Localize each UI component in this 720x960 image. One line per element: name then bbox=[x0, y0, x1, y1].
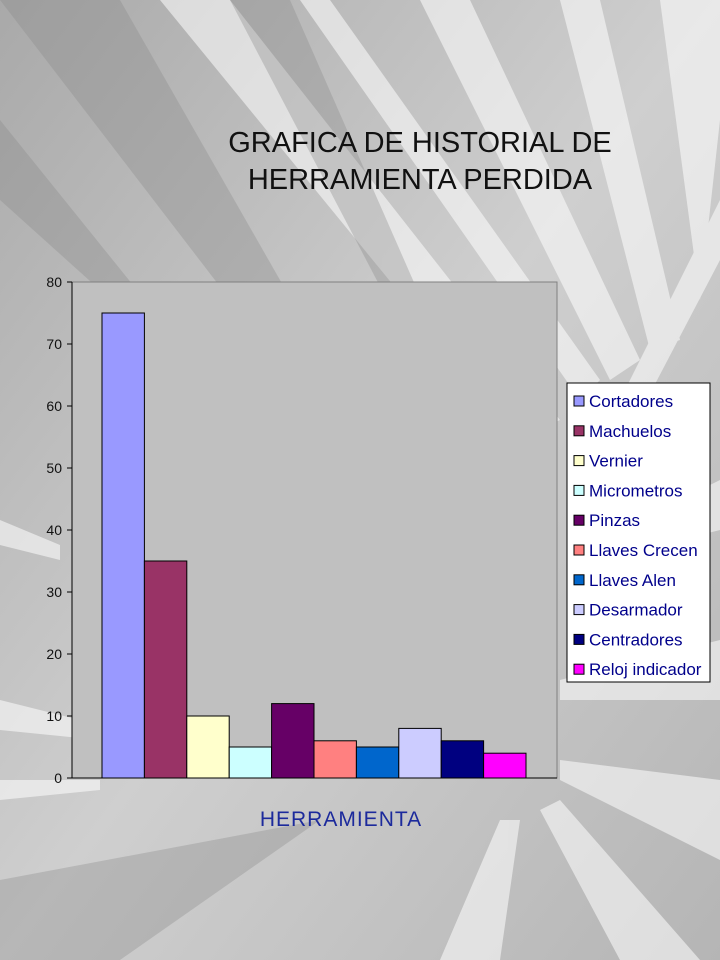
bar-vernier bbox=[186, 715, 230, 779]
y-tick-label: 50 bbox=[46, 460, 62, 476]
bar-reloj-indicador bbox=[483, 752, 527, 779]
bar-cortadores bbox=[101, 312, 145, 779]
bar-machuelos bbox=[143, 560, 188, 779]
legend-swatch bbox=[573, 484, 585, 496]
legend-swatch bbox=[573, 574, 585, 586]
legend-label: Desarmador bbox=[589, 601, 683, 620]
bar-pinzas bbox=[271, 703, 315, 779]
legend-label: Llaves Crecen bbox=[589, 541, 698, 560]
legend: Cortadores Machuelos Vernier Micrometros Pin… bbox=[566, 382, 711, 683]
y-tick-label: 70 bbox=[46, 336, 62, 352]
legend-swatch bbox=[573, 633, 585, 645]
legend-swatch bbox=[573, 455, 585, 467]
bar-micrometros bbox=[228, 746, 273, 779]
bar-llaves-crecen bbox=[313, 740, 357, 779]
legend-swatch bbox=[573, 604, 585, 616]
y-tick-label: 40 bbox=[46, 522, 62, 538]
slide-title: GRAFICA DE HISTORIAL DE HERRAMIENTA PERD… bbox=[150, 125, 690, 199]
legend-label: Machuelos bbox=[589, 422, 671, 441]
legend-swatch bbox=[573, 425, 585, 437]
legend-swatch bbox=[573, 514, 585, 526]
legend-label: Cortadores bbox=[589, 392, 673, 411]
legend-box bbox=[566, 382, 711, 683]
legend-swatch bbox=[573, 395, 585, 407]
y-tick-label: 60 bbox=[46, 398, 62, 414]
legend-swatch bbox=[573, 663, 585, 675]
y-tick-label: 80 bbox=[46, 274, 62, 290]
legend-label: Reloj indicador bbox=[589, 660, 702, 679]
legend-label: Vernier bbox=[589, 452, 643, 471]
title-line-2: HERRAMIENTA PERDIDA bbox=[247, 164, 593, 196]
legend-label: Pinzas bbox=[589, 511, 640, 530]
legend-label: Llaves Alen bbox=[589, 571, 676, 590]
y-tick-label: 20 bbox=[46, 646, 62, 662]
legend-label: Micrometros bbox=[589, 481, 683, 500]
bar-llaves-alen bbox=[355, 746, 400, 779]
y-tick-label: 0 bbox=[54, 770, 62, 786]
bar-desarmador bbox=[398, 727, 442, 779]
y-tick-label: 10 bbox=[46, 708, 62, 724]
title-line-1: GRAFICA DE HISTORIAL DE bbox=[228, 127, 612, 159]
y-tick-label: 30 bbox=[46, 584, 62, 600]
x-axis-label: HERRAMIENTA bbox=[260, 808, 422, 831]
legend-swatch bbox=[573, 544, 585, 556]
legend-label: Centradores bbox=[589, 630, 683, 649]
bar-centradores bbox=[440, 740, 485, 779]
